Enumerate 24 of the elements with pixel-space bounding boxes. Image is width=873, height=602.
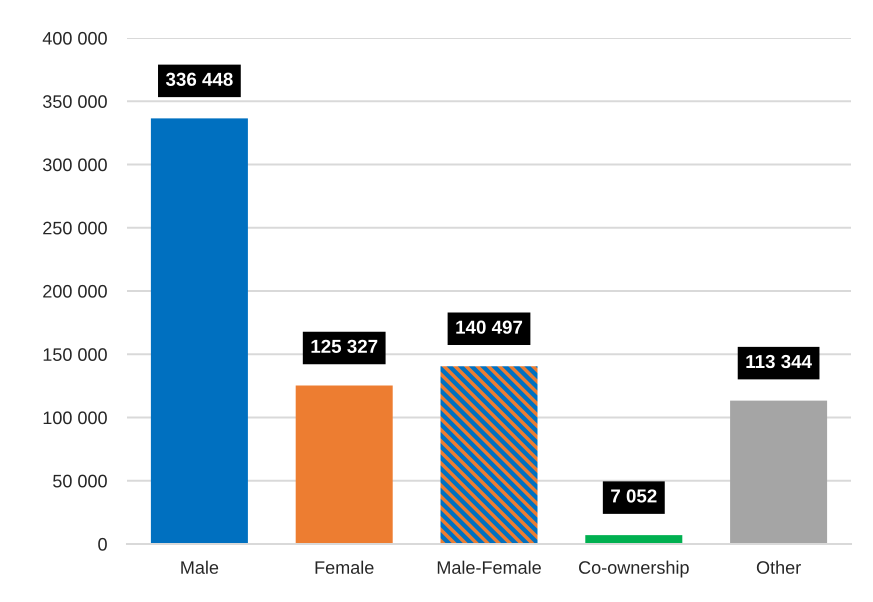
bar xyxy=(150,118,248,544)
data-label: 125 327 xyxy=(311,340,378,354)
data-label: 113 344 xyxy=(746,354,812,368)
y-tick-label: 300 000 xyxy=(42,158,107,172)
y-tick-label: 0 xyxy=(98,538,107,551)
y-tick-label: 200 000 xyxy=(43,284,107,298)
y-tick-label: 400 000 xyxy=(42,32,107,45)
bar xyxy=(440,366,538,544)
bar xyxy=(296,385,393,544)
x-tick-label: Other xyxy=(756,560,801,574)
bar xyxy=(730,400,828,544)
x-tick-label: Female xyxy=(316,560,374,574)
data-label: 140 497 xyxy=(456,320,522,334)
data-label: 7 052 xyxy=(611,489,657,503)
y-tick-label: 150 000 xyxy=(44,348,107,361)
x-tick-label: Male-Female xyxy=(438,560,541,574)
y-tick-label: 350 000 xyxy=(42,95,107,108)
y-tick-label: 50 000 xyxy=(53,474,107,488)
x-tick-label: Co-ownership xyxy=(579,560,689,578)
bar xyxy=(585,535,682,544)
x-tick-label: Male xyxy=(181,560,218,574)
y-tick-label: 100 000 xyxy=(44,411,107,424)
data-label: 336 448 xyxy=(166,72,233,86)
y-tick-label: 250 000 xyxy=(43,222,107,234)
